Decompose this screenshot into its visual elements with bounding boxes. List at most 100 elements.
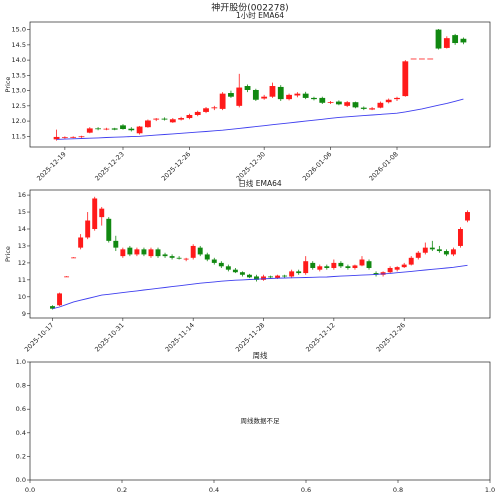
candle-body <box>92 198 98 229</box>
candle-body <box>211 107 218 109</box>
x-tick-label: 0.0 <box>25 486 35 494</box>
axes-frame <box>29 21 491 148</box>
candle-body <box>359 259 365 266</box>
candle-body <box>352 265 358 268</box>
candle-body <box>352 102 359 108</box>
candle-body <box>427 58 434 60</box>
candle-body <box>204 254 210 260</box>
candle-body <box>106 218 112 241</box>
y-tick-label: 12.0 <box>12 117 26 125</box>
candle-body <box>275 275 281 279</box>
candle-body <box>373 273 379 275</box>
y-tick-label: 11.5 <box>12 132 26 140</box>
candle-body <box>103 128 110 130</box>
candle-body <box>95 128 101 130</box>
candle-body <box>443 251 449 255</box>
candle-body <box>61 137 68 139</box>
y-tick-label: 13.0 <box>12 87 26 95</box>
candle-body <box>303 261 309 274</box>
candle-body <box>197 247 203 255</box>
y-tick-label: 1.0 <box>16 358 26 366</box>
y-tick-label: 0.8 <box>16 382 26 390</box>
candle-body <box>236 87 243 106</box>
candle-body <box>394 267 400 270</box>
candle-body <box>120 125 126 130</box>
candle-body <box>219 93 226 109</box>
y-tick-label: 11 <box>18 276 26 284</box>
candle-body <box>419 58 425 60</box>
candle-body <box>162 254 168 257</box>
candle-body <box>369 108 375 110</box>
x-tick-label: 0.8 <box>393 486 403 494</box>
candle-body <box>113 240 119 248</box>
y-tick-label: 15.0 <box>12 26 26 34</box>
candle-body <box>452 35 459 44</box>
candle-body <box>225 266 231 270</box>
candle-body <box>294 93 301 96</box>
candle-body <box>408 257 414 265</box>
candle-body <box>169 256 175 258</box>
candle-body <box>120 249 126 257</box>
candle-body <box>127 247 133 255</box>
y-axis-label: Price <box>4 77 12 93</box>
candle-body <box>268 276 274 278</box>
candle-body <box>457 228 463 246</box>
y-tick-label: 10 <box>18 293 26 301</box>
candle-body <box>85 220 91 238</box>
candle-body <box>261 276 266 280</box>
x-tick-label: 0.4 <box>209 486 219 494</box>
candle-body <box>136 126 143 134</box>
candle-body <box>64 276 70 278</box>
candle-body <box>324 266 330 268</box>
candle-body <box>50 306 55 309</box>
candle-body <box>153 118 160 120</box>
annotation: 周线数据不足 <box>241 416 281 425</box>
ema-line <box>56 98 464 140</box>
y-tick-label: 13.5 <box>12 71 26 79</box>
y-tick-label: 13 <box>18 242 26 250</box>
candle-body <box>460 38 467 43</box>
candle-body <box>344 102 351 106</box>
candle-body <box>203 108 209 112</box>
candle-body <box>78 237 84 248</box>
candle-body <box>385 99 392 103</box>
x-tick-label: 1.0 <box>485 486 495 494</box>
x-tick-label: 0.2 <box>117 486 127 494</box>
candle-body <box>422 247 428 253</box>
candle-body <box>176 257 182 259</box>
candle-body <box>141 249 147 255</box>
candle-body <box>57 293 63 306</box>
candle-body <box>246 274 252 278</box>
y-tick-label: 14.5 <box>12 41 26 49</box>
candle-body <box>232 269 238 273</box>
candle-body <box>345 266 351 268</box>
candle-body <box>282 275 288 277</box>
candle-body <box>78 136 85 138</box>
candle-body <box>335 101 342 105</box>
candle-body <box>311 97 317 100</box>
y-tick-label: 9 <box>22 310 26 318</box>
candle-body <box>194 111 201 115</box>
candle-body <box>394 97 400 100</box>
y-tick-label: 0.2 <box>16 452 26 460</box>
candle-body <box>111 128 118 130</box>
y-tick-label: 15 <box>18 208 26 216</box>
y-tick-label: 16 <box>18 191 26 199</box>
candle-body <box>436 249 442 252</box>
ema-line <box>52 264 468 310</box>
candle-body <box>296 271 302 274</box>
candle-body <box>244 86 251 90</box>
candle-body <box>410 58 417 60</box>
candle-body <box>178 118 185 120</box>
y-tick-label: 14 <box>18 225 26 233</box>
candle-body <box>228 93 234 97</box>
candle-body <box>148 249 154 257</box>
candle-body <box>169 119 176 123</box>
candle-body <box>269 86 276 97</box>
candle-body <box>317 266 323 270</box>
candle-body <box>465 212 470 221</box>
candle-body <box>71 257 77 259</box>
y-tick-label: 0.6 <box>16 405 26 413</box>
figure-title: 神开股份(002278) <box>211 2 288 14</box>
